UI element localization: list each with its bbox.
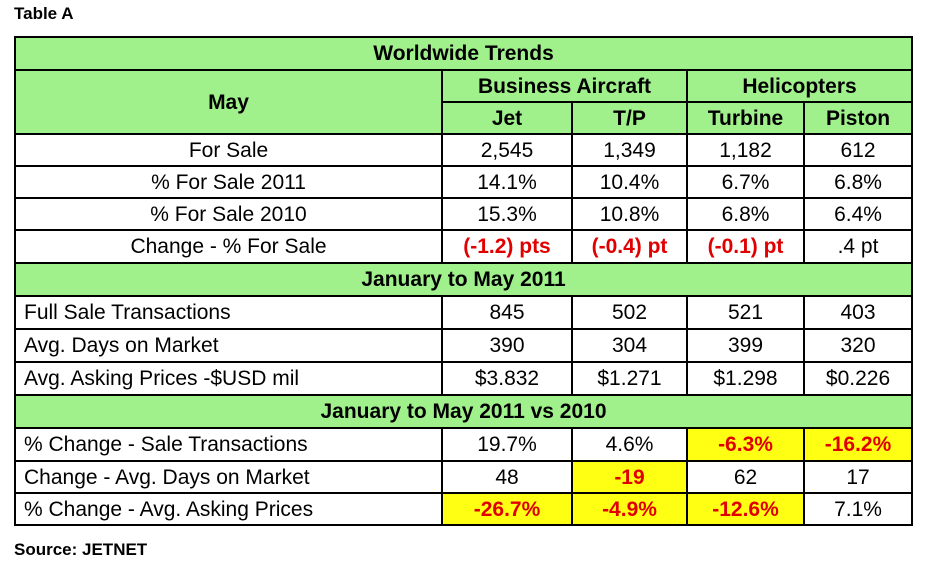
table-cell: 1,349 <box>571 133 688 167</box>
table-row: Avg. Asking Prices -$USD mil $3.832 $1.2… <box>14 361 914 396</box>
column-header: Jet <box>441 101 573 135</box>
table-cell: (-0.1) pt <box>686 229 805 264</box>
table-row: % For Sale 2011 14.1% 10.4% 6.7% 6.8% <box>14 165 914 199</box>
table-cell: 390 <box>441 328 573 363</box>
section-header: January to May 2011 <box>13 262 914 297</box>
table-row: Avg. Days on Market 390 304 399 320 <box>14 328 914 363</box>
table-cell: -26.7% <box>441 492 573 526</box>
table-row: For Sale 2,545 1,349 1,182 612 <box>14 133 914 167</box>
row-label: % Change - Avg. Asking Prices <box>14 492 443 526</box>
table-cell: 2,545 <box>441 133 573 167</box>
table-cell: $1.298 <box>686 361 805 396</box>
column-header: Turbine <box>686 101 805 135</box>
table-cell: 502 <box>571 295 688 330</box>
table-cell: -16.2% <box>802 427 914 462</box>
row-label: Full Sale Transactions <box>14 295 443 330</box>
table-cell: 304 <box>571 328 688 363</box>
table-cell: 845 <box>441 295 573 330</box>
table-cell: 10.4% <box>571 165 688 199</box>
table-cell: .4 pt <box>802 229 914 264</box>
table-cell: 48 <box>441 460 573 494</box>
row-label: % For Sale 2010 <box>14 197 443 231</box>
table-cell: 403 <box>802 295 914 330</box>
row-label: For Sale <box>14 133 443 167</box>
table-cell: 19.7% <box>441 427 573 462</box>
table-cell: 320 <box>802 328 914 363</box>
column-header: T/P <box>571 101 688 135</box>
table-cell: (-0.4) pt <box>571 229 688 264</box>
table-cell: 17 <box>802 460 914 494</box>
group-header-helicopters: Helicopters <box>685 69 914 103</box>
table-cell: 14.1% <box>441 165 573 199</box>
row-label: Change - % For Sale <box>14 229 443 264</box>
table-cell: $1.271 <box>571 361 688 396</box>
table-row: % For Sale 2010 15.3% 10.8% 6.8% 6.4% <box>14 197 914 231</box>
source-note: Source: JETNET <box>14 540 148 559</box>
table-cell: 521 <box>686 295 805 330</box>
table-cell: $3.832 <box>441 361 573 396</box>
table-cell: 4.6% <box>571 427 688 462</box>
row-label: Change - Avg. Days on Market <box>14 460 443 494</box>
table-cell: 612 <box>802 133 914 167</box>
table-row: % Change - Sale Transactions 19.7% 4.6% … <box>14 427 914 462</box>
table-row: % Change - Avg. Asking Prices -26.7% -4.… <box>14 492 914 526</box>
column-header: Piston <box>802 101 914 135</box>
corner-label: May <box>14 69 443 135</box>
table-caption: Table A <box>14 4 74 23</box>
row-label: % Change - Sale Transactions <box>14 427 443 462</box>
section-header: January to May 2011 vs 2010 <box>13 394 914 429</box>
table-cell: 399 <box>686 328 805 363</box>
table-cell: -19 <box>571 460 688 494</box>
table-cell: 6.8% <box>802 165 914 199</box>
table-cell: (-1.2) pts <box>441 229 573 264</box>
table-cell: 6.8% <box>686 197 805 231</box>
row-label: % For Sale 2011 <box>14 165 443 199</box>
row-label: Avg. Asking Prices -$USD mil <box>14 361 443 396</box>
table-row: Full Sale Transactions 845 502 521 403 <box>14 295 914 330</box>
table-cell: 6.4% <box>802 197 914 231</box>
table-cell: 10.8% <box>571 197 688 231</box>
table-row: Change - % For Sale (-1.2) pts (-0.4) pt… <box>14 229 914 264</box>
table-cell: -4.9% <box>571 492 688 526</box>
table-cell: 1,182 <box>686 133 805 167</box>
table-cell: -12.6% <box>686 492 805 526</box>
worldwide-trends-table: Worldwide Trends May Business Aircraft H… <box>13 36 914 526</box>
table-cell: 7.1% <box>802 492 914 526</box>
table-cell: 62 <box>686 460 805 494</box>
table-cell: $0.226 <box>802 361 914 396</box>
row-label: Avg. Days on Market <box>14 328 443 363</box>
table-cell: 6.7% <box>686 165 805 199</box>
table-row: Change - Avg. Days on Market 48 -19 62 1… <box>14 460 914 494</box>
table-cell: 15.3% <box>441 197 573 231</box>
table-title: Worldwide Trends <box>13 36 914 71</box>
group-header-business: Business Aircraft <box>441 69 688 103</box>
table-cell: -6.3% <box>686 427 805 462</box>
